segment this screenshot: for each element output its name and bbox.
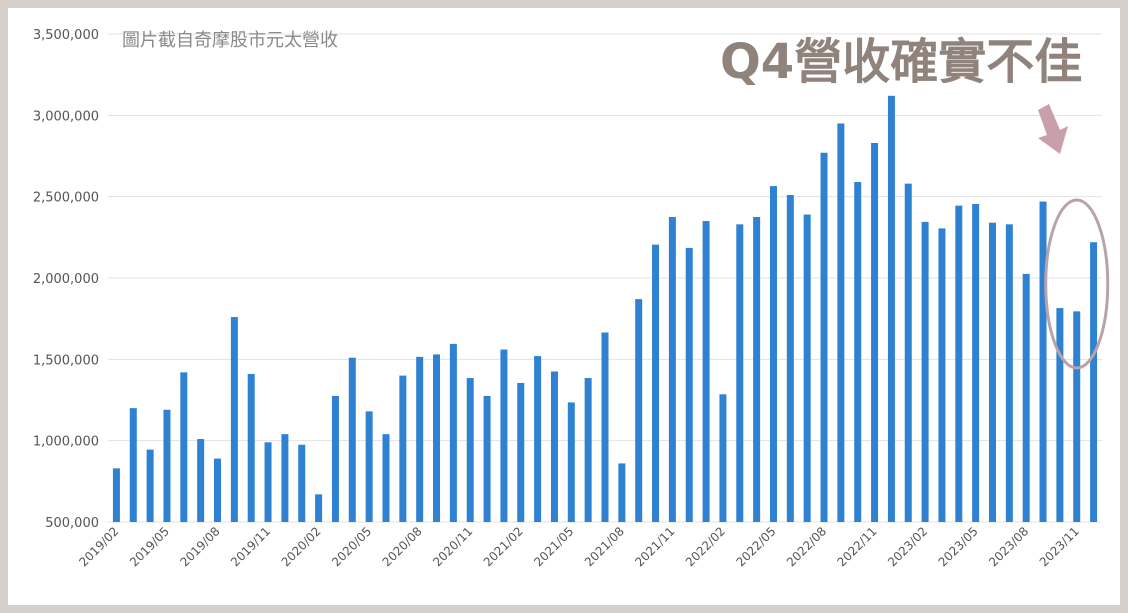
bar	[163, 409, 171, 522]
headline-annotation: Q4營收確實不佳	[720, 34, 1082, 90]
bar	[264, 442, 272, 522]
y-tick-label: 1,000,000	[33, 435, 99, 450]
bar	[146, 449, 154, 522]
bar	[550, 371, 558, 522]
x-tick-label: 2022/05	[733, 524, 778, 569]
bar	[618, 463, 626, 522]
bar	[837, 123, 845, 522]
bar	[938, 228, 946, 522]
bar-chart: 500,000 1,000,000 1,500,000 2,000,000 2,500,…	[33, 28, 1110, 569]
bar	[736, 224, 744, 522]
bar	[382, 434, 390, 522]
bar	[348, 357, 356, 522]
bar	[331, 395, 339, 522]
bar	[399, 375, 407, 522]
x-tick-label: 2020/02	[279, 524, 324, 569]
bar	[601, 332, 609, 522]
bar	[567, 402, 575, 522]
y-tick-label: 2,500,000	[33, 191, 99, 206]
bar	[786, 195, 794, 523]
x-tick-label: 2021/05	[531, 524, 576, 569]
chart-frame: 500,000 1,000,000 1,500,000 2,000,000 2,500,…	[8, 8, 1120, 605]
bar	[702, 221, 710, 522]
bar	[887, 95, 895, 522]
y-tick-label: 1,500,000	[33, 353, 99, 368]
bar	[871, 142, 879, 523]
bar	[315, 494, 323, 522]
bars	[112, 95, 1098, 523]
bar	[449, 343, 457, 522]
bar	[500, 349, 508, 522]
bar	[1073, 311, 1081, 522]
x-tick-label: 2023/08	[986, 524, 1031, 569]
source-credit: 圖片截自奇摩股市元太營收	[122, 30, 338, 51]
x-axis: 2019/02 2019/05 2019/08 2019/11 2020/02 2020/…	[76, 524, 1081, 569]
bar	[1090, 242, 1098, 522]
x-tick-label: 2022/11	[835, 524, 880, 569]
bar	[180, 372, 188, 522]
x-tick-label: 2019/08	[177, 524, 222, 569]
bar	[466, 378, 474, 522]
y-tick-label: 500,000	[45, 516, 99, 531]
bar	[635, 299, 643, 522]
x-tick-label: 2020/11	[430, 524, 475, 569]
bar	[753, 217, 761, 522]
bar	[988, 222, 996, 522]
highlight-ellipse	[1044, 198, 1110, 370]
y-axis: 500,000 1,000,000 1,500,000 2,000,000 2,500,…	[33, 28, 99, 531]
bar	[534, 356, 542, 522]
bar	[685, 247, 693, 522]
x-tick-label: 2019/05	[127, 524, 172, 569]
bar	[197, 439, 205, 522]
bar	[652, 244, 660, 522]
x-tick-label: 2021/02	[481, 524, 526, 569]
x-tick-label: 2021/11	[632, 524, 677, 569]
bar	[416, 356, 424, 522]
x-tick-label: 2022/02	[683, 524, 728, 569]
bar	[921, 221, 929, 522]
bar	[483, 395, 491, 522]
x-tick-label: 2023/05	[936, 524, 981, 569]
highlight-overlay	[1038, 104, 1110, 370]
bar	[281, 434, 289, 522]
bar	[803, 214, 811, 522]
x-tick-label: 2023/11	[1037, 524, 1082, 569]
bar	[247, 373, 255, 522]
x-tick-label: 2019/11	[228, 524, 273, 569]
bar	[1039, 201, 1047, 523]
bar	[820, 152, 828, 522]
x-tick-label: 2022/08	[784, 524, 829, 569]
bar	[955, 205, 963, 523]
bar	[129, 408, 137, 522]
bar	[584, 378, 592, 522]
bar	[230, 317, 238, 522]
bar	[517, 382, 525, 522]
y-tick-label: 3,500,000	[33, 28, 99, 43]
bar	[1022, 273, 1030, 522]
bar	[972, 203, 980, 523]
y-tick-label: 3,000,000	[33, 109, 99, 124]
bar	[769, 186, 777, 522]
arrow-icon	[1038, 104, 1068, 154]
bar	[668, 217, 676, 522]
bar	[433, 354, 441, 522]
x-tick-label: 2023/02	[885, 524, 930, 569]
y-tick-label: 2,000,000	[33, 272, 99, 287]
x-tick-label: 2020/05	[329, 524, 374, 569]
bar	[1005, 224, 1013, 522]
bar	[719, 394, 727, 522]
bar	[1056, 308, 1064, 522]
bar	[112, 468, 120, 522]
bar	[298, 444, 306, 522]
bar	[904, 183, 912, 522]
x-tick-label: 2021/08	[582, 524, 627, 569]
bar	[214, 458, 222, 522]
x-tick-label: 2020/08	[380, 524, 425, 569]
bar	[365, 411, 373, 522]
bar	[854, 182, 862, 522]
